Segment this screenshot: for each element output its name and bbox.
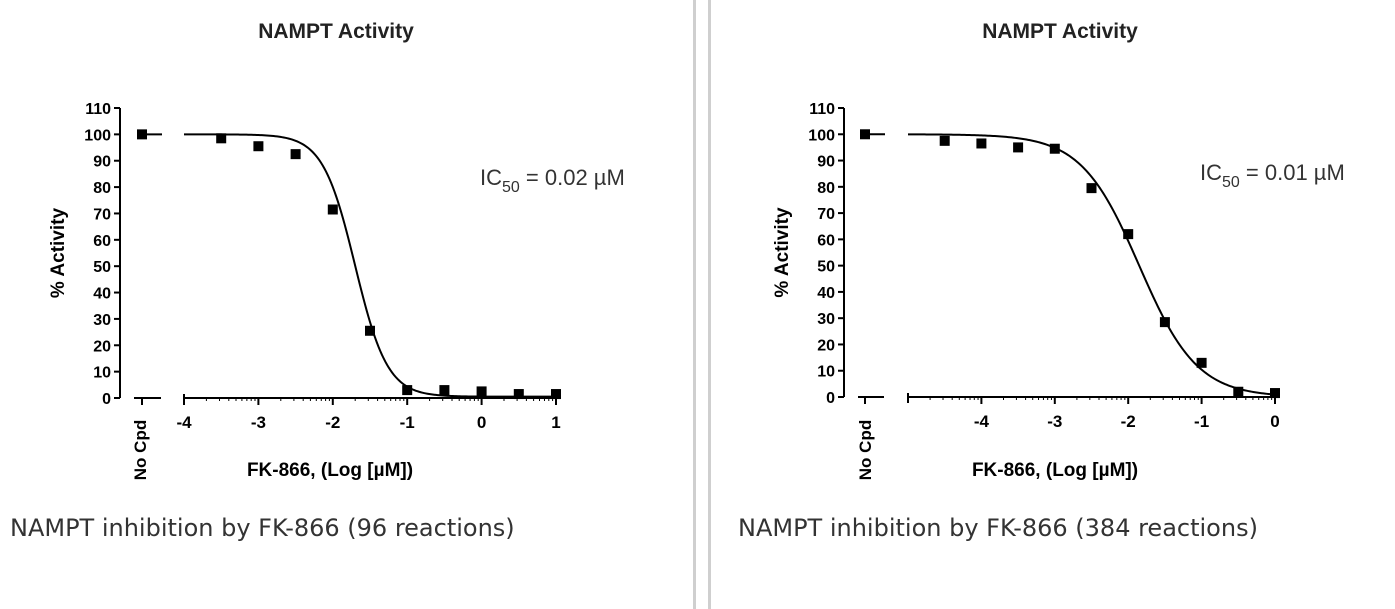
data-point xyxy=(1086,183,1097,194)
y-tick-label: 110 xyxy=(85,101,111,118)
x-tick-label: -1 xyxy=(400,413,415,432)
x-axis-label: FK-866, (Log [µM]) xyxy=(972,460,1138,481)
x-tick-label: -4 xyxy=(974,412,990,431)
y-axis-label: % Activity xyxy=(772,207,793,298)
data-point xyxy=(1270,388,1280,399)
data-point xyxy=(1233,386,1244,397)
data-point xyxy=(327,204,338,215)
data-point xyxy=(476,386,487,397)
chart-title: NAMPT Activity xyxy=(982,20,1138,43)
chart-caption: NAMPT inhibition by FK-866 (96 reactions… xyxy=(10,514,515,542)
x-tick-label: 0 xyxy=(1270,412,1279,431)
fit-curve xyxy=(907,133,1276,396)
chart-title: NAMPT Activity xyxy=(258,20,414,43)
y-tick-label: 80 xyxy=(817,180,835,197)
y-tick-label: 40 xyxy=(93,286,111,303)
x-axis-label: FK-866, (Log [µM]) xyxy=(247,460,413,481)
data-point xyxy=(290,149,301,160)
control-label: No Cpd xyxy=(131,420,150,480)
fit-curve xyxy=(184,133,556,398)
ic50-annotation: IC50 = 0.02 µM xyxy=(480,165,625,196)
data-point xyxy=(253,141,264,152)
data-point xyxy=(976,138,987,149)
x-tick-label: -3 xyxy=(1047,412,1062,431)
data-point xyxy=(365,325,375,336)
x-tick-label: 1 xyxy=(551,413,560,432)
data-point xyxy=(939,135,950,146)
divider xyxy=(693,0,696,609)
x-tick-label: 0 xyxy=(477,413,486,432)
divider xyxy=(708,0,711,609)
data-point xyxy=(1049,143,1060,154)
y-tick-label: 40 xyxy=(817,285,835,302)
y-tick-label: 0 xyxy=(826,390,835,407)
y-tick-label: 30 xyxy=(817,311,835,328)
chart-caption: NAMPT inhibition by FK-866 (384 reaction… xyxy=(738,514,1258,542)
data-point xyxy=(513,389,524,400)
data-point xyxy=(1013,142,1024,153)
y-tick-label: 10 xyxy=(93,365,111,382)
x-tick-label: -2 xyxy=(1121,412,1136,431)
y-tick-label: 10 xyxy=(817,364,835,381)
y-tick-label: 110 xyxy=(809,101,835,118)
y-tick-label: 60 xyxy=(93,233,111,250)
y-tick-label: 50 xyxy=(93,259,111,276)
control-label: No Cpd xyxy=(856,420,875,480)
y-axis-label: % Activity xyxy=(48,208,69,299)
y-tick-label: 90 xyxy=(93,154,111,171)
x-tick-label: -3 xyxy=(251,413,266,432)
x-tick-label: -2 xyxy=(325,413,340,432)
data-point xyxy=(1159,317,1170,328)
y-tick-label: 30 xyxy=(93,312,111,329)
ic50-annotation: IC50 = 0.01 µM xyxy=(1200,160,1345,191)
y-tick-label: 100 xyxy=(84,127,111,144)
data-point xyxy=(1196,357,1207,368)
y-tick-label: 70 xyxy=(93,206,111,223)
y-tick-label: 20 xyxy=(93,338,111,355)
y-tick-label: 20 xyxy=(817,337,835,354)
y-tick-label: 0 xyxy=(102,391,111,408)
y-tick-label: 80 xyxy=(93,180,111,197)
chart-left: NAMPT Activity0102030405060708090100110%… xyxy=(48,20,625,481)
x-tick-label: -1 xyxy=(1194,412,1209,431)
y-tick-label: 50 xyxy=(817,259,835,276)
chart-panel-right: NAMPT Activity 0 10 20 30 40 50 60 70 80 90 100 110%… xyxy=(712,0,1395,609)
data-point xyxy=(402,385,413,396)
data-point xyxy=(216,133,227,144)
data-point xyxy=(439,385,450,396)
y-tick-label: 90 xyxy=(817,154,835,171)
y-tick-label: 70 xyxy=(817,206,835,223)
data-point xyxy=(551,389,561,400)
y-tick-label: 60 xyxy=(817,232,835,249)
data-point xyxy=(1123,229,1134,240)
chart-right: NAMPT Activity 0 10 20 30 40 50 60 70 80 90 100 110%… xyxy=(772,20,1345,481)
x-tick-label: -4 xyxy=(176,413,192,432)
chart-panel-left: NAMPT Activity 0 10 20 30 40 50 60 70 80 90 100 110%… xyxy=(0,0,694,609)
y-tick-label: 100 xyxy=(808,127,835,144)
